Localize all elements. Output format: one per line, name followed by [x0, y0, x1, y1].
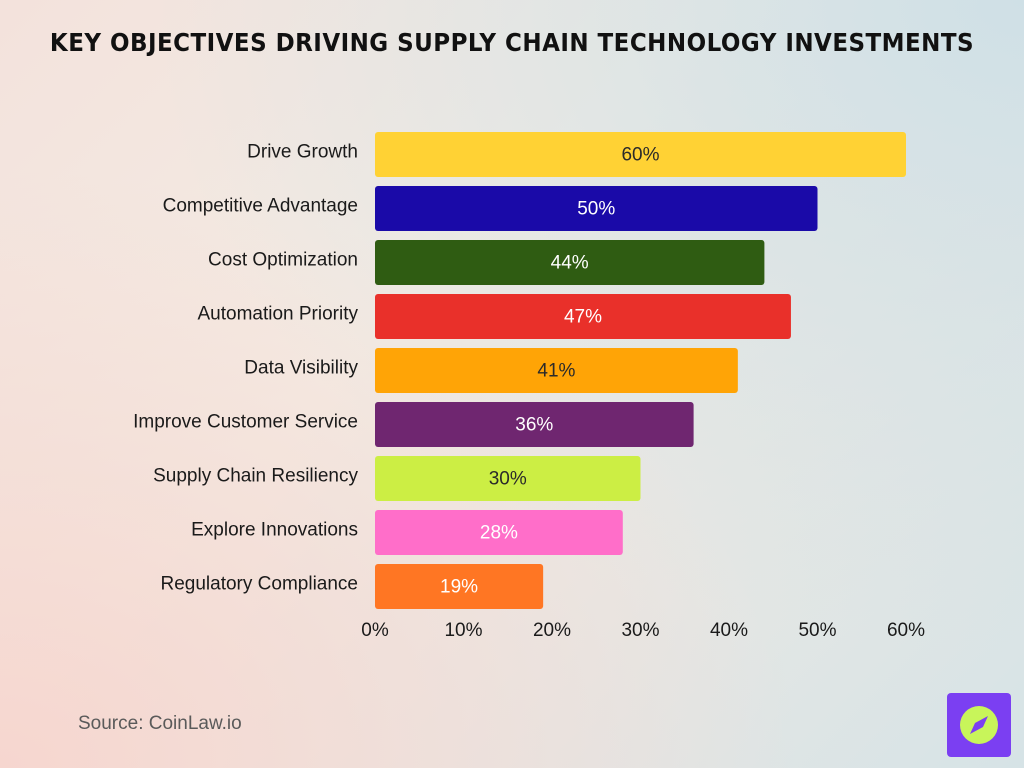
category-label-data-visibility: Data Visibility [244, 358, 358, 379]
category-label-drive-growth: Drive Growth [247, 142, 358, 163]
bar-automation-priority [375, 294, 791, 339]
bars-group [375, 132, 906, 609]
category-label-supply-chain-resiliency: Supply Chain Resiliency [153, 466, 358, 487]
data-label-improve-customer-service: 36% [515, 415, 553, 436]
data-label-competitive-advantage: 50% [577, 199, 615, 220]
category-label-automation-priority: Automation Priority [197, 304, 358, 325]
x-tick-label: 60% [887, 620, 925, 641]
x-tick-label: 40% [710, 620, 748, 641]
category-labels: Drive Growth Competitive Advantage Cost Op… [133, 142, 358, 595]
bar-supply-chain-resiliency [375, 456, 641, 501]
category-label-explore-innovations: Explore Innovations [191, 520, 358, 541]
data-label-data-visibility: 41% [537, 361, 575, 382]
data-label-drive-growth: 60% [621, 145, 659, 166]
data-label-cost-optimization: 44% [551, 253, 589, 274]
category-label-improve-customer-service: Improve Customer Service [133, 412, 358, 433]
category-label-cost-optimization: Cost Optimization [208, 250, 358, 271]
bar-cost-optimization [375, 240, 765, 285]
bar-chart: Drive Growth Competitive Advantage Cost Op… [133, 132, 925, 641]
bar-improve-customer-service [375, 402, 694, 447]
x-tick-label: 20% [533, 620, 571, 641]
source-note: Source: CoinLaw.io [78, 713, 242, 734]
compass-icon [960, 706, 998, 744]
bar-regulatory-compliance [375, 564, 544, 609]
bar-data-visibility [375, 348, 738, 393]
bar-explore-innovations [375, 510, 623, 555]
data-labels: 60% 50% 44% 47% 41% 36% 30% 28% 19% [440, 145, 660, 598]
data-label-regulatory-compliance: 19% [440, 577, 478, 598]
bar-competitive-advantage [375, 186, 818, 231]
chart-title: Key Objectives Driving Supply Chain Tech… [49, 28, 975, 57]
x-tick-label: 10% [444, 620, 482, 641]
data-label-automation-priority: 47% [564, 307, 602, 328]
x-tick-label: 0% [361, 620, 389, 641]
x-tick-label: 50% [798, 620, 836, 641]
x-axis-ticks: 0% 10% 20% 30% 40% 50% 60% [361, 620, 925, 641]
category-label-regulatory-compliance: Regulatory Compliance [161, 574, 359, 595]
coinlaw-logo [947, 693, 1011, 757]
data-label-supply-chain-resiliency: 30% [489, 469, 527, 490]
x-tick-label: 30% [621, 620, 659, 641]
bar-drive-growth [375, 132, 906, 177]
category-label-competitive-advantage: Competitive Advantage [163, 196, 358, 217]
data-label-explore-innovations: 28% [480, 523, 518, 544]
